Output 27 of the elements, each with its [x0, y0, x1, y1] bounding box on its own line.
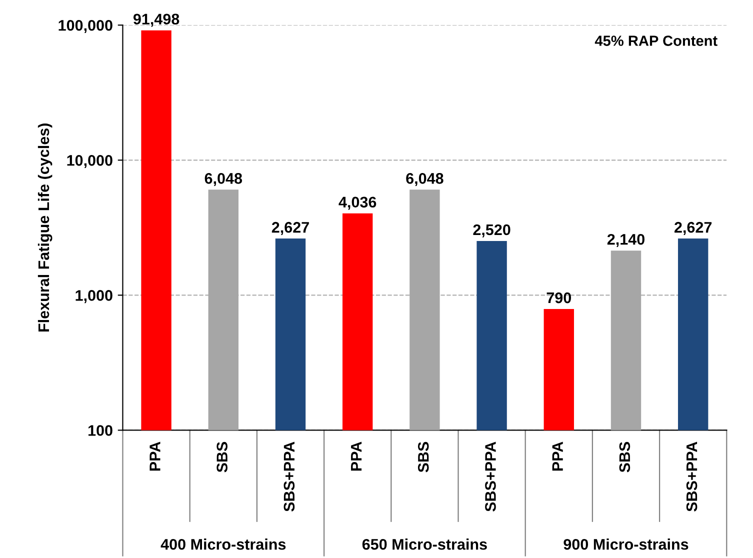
y-tick-label: 100,000 — [58, 20, 112, 34]
text: 650 Micro-strains — [362, 538, 487, 550]
data-label: 4,036 — [338, 196, 376, 210]
y-tick-label: 10,000 — [67, 155, 112, 168]
data-label: 790 — [546, 292, 572, 304]
x-tick-label: PPA — [552, 442, 563, 471]
x-tick-label: SBS — [418, 442, 429, 472]
y-tick-label: 100 — [88, 425, 112, 436]
data-label: 91,498 — [133, 14, 180, 27]
y-tick-label: 1,000 — [76, 290, 112, 304]
y-axis-title: Flexural Fatigue Life (cycles) — [38, 124, 52, 332]
x-tick-label: SBS+PPA — [485, 442, 496, 512]
data-label: 2,627 — [272, 222, 309, 235]
x-tick-label: SBS — [216, 442, 228, 472]
data-label: 6,048 — [204, 173, 242, 186]
data-label: 6,048 — [406, 173, 444, 186]
x-tick-label: PPA — [150, 442, 160, 471]
data-label: 2,520 — [473, 224, 510, 238]
data-label: 2,140 — [607, 234, 644, 247]
x-tick-label: PPA — [351, 442, 362, 471]
x-tick-label: SBS+PPA — [284, 442, 295, 512]
data-label: 2,627 — [674, 222, 712, 235]
annotation: 45% RAP Content — [594, 36, 718, 46]
x-tick-label: SBS — [619, 442, 630, 472]
text: 400 Micro-strains — [160, 538, 286, 550]
x-tick-label: SBS+PPA — [686, 442, 698, 512]
text: 900 Micro-strains — [564, 538, 688, 550]
